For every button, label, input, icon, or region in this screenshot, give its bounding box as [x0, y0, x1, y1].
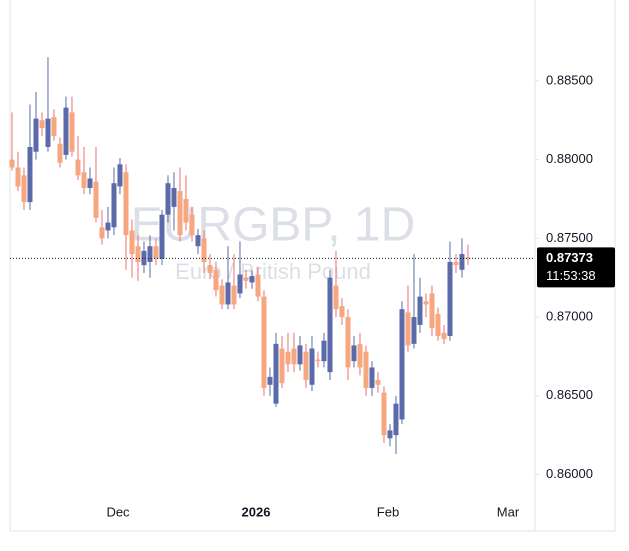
- candle-body: [345, 317, 351, 368]
- x-tick-label: 2026: [242, 504, 271, 519]
- candle-body: [381, 392, 387, 436]
- last-price-box: [537, 247, 615, 288]
- candle-body: [201, 238, 207, 262]
- candle-body: [27, 146, 33, 203]
- x-tick-label: Dec: [106, 504, 130, 519]
- candle-body: [177, 191, 183, 236]
- candle-body: [57, 143, 63, 163]
- candle-body: [105, 222, 111, 231]
- candle-body: [441, 332, 447, 340]
- candle-body: [111, 183, 117, 228]
- candle-body: [15, 167, 21, 187]
- candle-body: [237, 274, 243, 294]
- candle-body: [63, 107, 69, 155]
- candle-body: [87, 178, 93, 188]
- candle-body: [81, 172, 87, 188]
- candle-body: [423, 301, 429, 305]
- candle-body: [153, 246, 159, 259]
- watermark-subtitle: Euro / British Pound: [175, 259, 371, 284]
- candle-body: [387, 430, 393, 439]
- candle-body: [357, 343, 363, 368]
- x-tick-label: Feb: [377, 504, 399, 519]
- candle-body: [327, 277, 333, 373]
- candle-body: [435, 313, 441, 336]
- candle-body: [69, 112, 75, 152]
- candle-body: [465, 257, 471, 259]
- y-tick-label: 0.87500: [546, 230, 593, 245]
- candle-body: [399, 309, 405, 420]
- candle-body: [285, 351, 291, 365]
- candle-body: [159, 214, 165, 259]
- candle-body: [429, 293, 435, 329]
- candle-body: [99, 227, 105, 239]
- candle-body: [165, 183, 171, 215]
- candle-body: [171, 187, 177, 207]
- candle-body: [315, 359, 321, 362]
- candle-body: [117, 164, 123, 187]
- y-tick-label: 0.88500: [546, 72, 593, 87]
- candle-body: [417, 296, 423, 325]
- candle-body: [267, 376, 273, 385]
- y-tick-label: 0.86500: [546, 387, 593, 402]
- candle-body: [123, 172, 129, 236]
- candle-body: [249, 276, 255, 283]
- candle-body: [135, 246, 141, 262]
- x-tick-label: Mar: [497, 504, 520, 519]
- candle-body: [447, 261, 453, 336]
- candle-body: [459, 254, 465, 270]
- candle-body: [207, 265, 213, 273]
- y-tick-label: 0.86000: [546, 466, 593, 481]
- candle-body: [147, 246, 153, 262]
- candle-body: [453, 261, 459, 266]
- candle-body: [375, 380, 381, 385]
- candle-body: [273, 343, 279, 404]
- candle-body: [33, 118, 39, 152]
- candle-body: [45, 118, 51, 147]
- candle-body: [213, 269, 219, 291]
- candle-body: [231, 285, 237, 305]
- candle-body: [225, 282, 231, 305]
- candle-body: [39, 120, 45, 129]
- candle-body: [255, 274, 261, 297]
- candle-body: [405, 312, 411, 346]
- candle-body: [309, 348, 315, 385]
- candle-body: [303, 351, 309, 381]
- candle-body: [261, 296, 267, 388]
- candle-body: [195, 235, 201, 247]
- candle-body: [129, 230, 135, 255]
- candle-body: [321, 340, 327, 362]
- countdown-label: 11:53:38: [546, 268, 596, 283]
- candle-body: [75, 159, 81, 176]
- candle-body: [363, 351, 369, 388]
- candle-body: [51, 117, 57, 136]
- candle-body: [9, 159, 15, 168]
- candle-body: [21, 175, 27, 203]
- candle-body: [219, 285, 225, 305]
- candle-body: [393, 403, 399, 436]
- candle-body: [333, 285, 339, 310]
- candle-body: [369, 367, 375, 388]
- y-tick-label: 0.88000: [546, 151, 593, 166]
- y-tick-label: 0.87000: [546, 308, 593, 323]
- candle-body: [351, 345, 357, 362]
- candle-body: [141, 250, 147, 266]
- candle-body: [93, 181, 99, 218]
- candle-body: [279, 348, 285, 384]
- candle-body: [189, 214, 195, 236]
- candle-body: [243, 277, 249, 281]
- candle-body: [411, 317, 417, 344]
- last-price-label: 0.87373: [546, 250, 593, 265]
- candle-body: [297, 345, 303, 365]
- candle-body: [339, 306, 345, 318]
- candle-body: [183, 198, 189, 223]
- candle-body: [291, 348, 297, 365]
